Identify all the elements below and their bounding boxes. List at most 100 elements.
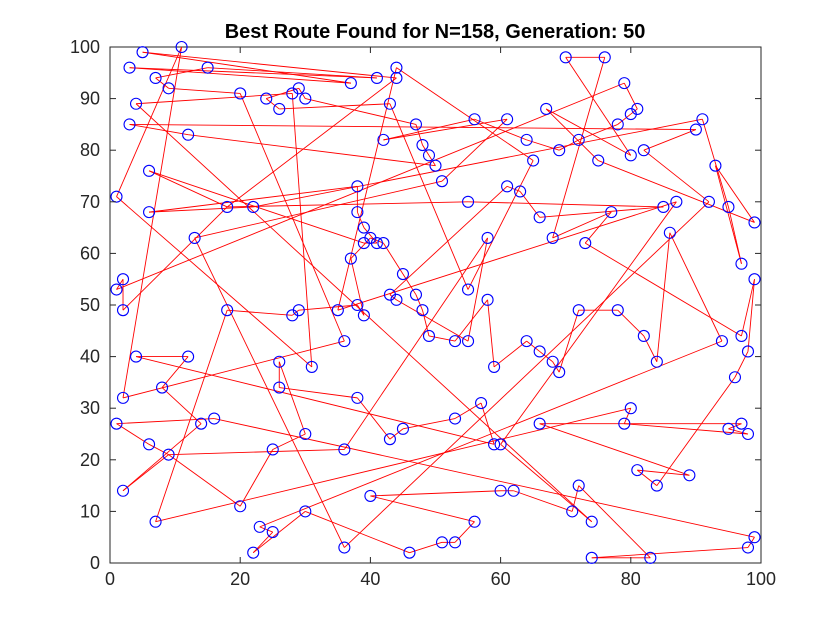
- route-segment: [643, 129, 697, 151]
- route-segment: [168, 87, 241, 94]
- route-segment: [356, 211, 365, 228]
- y-axis-tick-labels: 0 10 20 30 40 50 60 70 80 90 100: [70, 37, 100, 573]
- route-segment: [714, 165, 742, 264]
- city-point: [299, 427, 312, 441]
- city-point: [338, 541, 351, 554]
- city-point: [533, 345, 546, 358]
- city-point: [650, 355, 663, 368]
- city-point: [221, 200, 234, 214]
- city-point: [338, 443, 351, 456]
- x-tick-label: 20: [230, 569, 250, 589]
- x-tick-label: 0: [105, 569, 115, 589]
- route-segment: [155, 67, 208, 79]
- route-segment: [526, 340, 540, 352]
- route-segment: [116, 196, 313, 368]
- city-point: [435, 175, 449, 188]
- city-point: [221, 304, 234, 317]
- route-segment: [728, 428, 749, 435]
- city-point: [735, 329, 748, 343]
- route-segment: [558, 310, 580, 373]
- city-point: [702, 195, 715, 208]
- city-point: [598, 51, 611, 64]
- route-segment: [383, 242, 404, 275]
- route-segment: [298, 88, 306, 99]
- route-segment: [227, 309, 293, 316]
- y-tick-label: 20: [80, 450, 100, 470]
- city-point: [728, 371, 742, 384]
- route-segment: [402, 418, 456, 430]
- city-point: [162, 82, 175, 95]
- route-segment: [552, 361, 560, 373]
- route-segment: [370, 495, 475, 523]
- route-segment: [168, 449, 345, 456]
- route-segment: [637, 469, 690, 476]
- y-tick-label: 0: [90, 553, 100, 573]
- route-segment: [545, 108, 632, 156]
- y-tick-label: 30: [80, 398, 100, 418]
- city-point: [383, 433, 396, 446]
- route-segment: [305, 510, 410, 554]
- route-segment: [389, 428, 404, 440]
- city-point: [364, 489, 377, 502]
- city-point: [611, 118, 624, 131]
- city-point: [735, 257, 748, 270]
- city-point: [344, 252, 357, 265]
- route-segment: [135, 356, 495, 445]
- city-point: [383, 97, 396, 110]
- city-point: [572, 133, 585, 146]
- route-segment: [122, 340, 345, 399]
- route-segment: [637, 469, 658, 486]
- city-point: [715, 335, 728, 348]
- city-point: [305, 360, 318, 373]
- city-point: [377, 237, 390, 250]
- city-point: [741, 541, 755, 554]
- route-segment: [422, 144, 430, 156]
- city-point: [741, 345, 755, 358]
- route-segment: [428, 335, 456, 342]
- route-segment: [467, 160, 534, 290]
- city-point: [566, 505, 579, 518]
- x-axis-tick-labels: 0 20 40 60 80 100: [105, 569, 776, 589]
- y-tick-label: 80: [80, 140, 100, 160]
- route-segment: [227, 201, 469, 208]
- route-segment: [428, 155, 436, 166]
- city-point: [448, 335, 462, 348]
- route-segment: [643, 335, 658, 362]
- route-segment: [239, 449, 274, 507]
- route-segment: [747, 279, 755, 352]
- route-segment: [357, 397, 391, 440]
- city-point: [683, 469, 696, 482]
- city-point: [481, 231, 494, 244]
- city-point: [494, 438, 507, 451]
- city-point: [247, 200, 260, 214]
- city-point: [357, 221, 370, 234]
- city-point: [156, 381, 169, 394]
- route-segment: [168, 454, 241, 507]
- city-point: [468, 515, 481, 528]
- city-point: [637, 329, 650, 343]
- city-point: [266, 443, 279, 456]
- city-point: [416, 304, 429, 317]
- route-segment: [623, 408, 632, 424]
- city-point: [722, 422, 735, 435]
- city-point: [273, 102, 286, 115]
- x-tick-label: 40: [360, 569, 380, 589]
- city-point: [533, 417, 546, 430]
- city-point: [351, 206, 364, 219]
- route-segment: [474, 118, 527, 141]
- city-point: [208, 412, 221, 425]
- city-point: [116, 484, 130, 497]
- city-point: [488, 438, 501, 451]
- route-segment: [493, 340, 527, 368]
- city-point: [110, 417, 123, 430]
- city-point: [618, 417, 631, 430]
- city-point: [696, 113, 709, 126]
- route-segment: [415, 124, 423, 146]
- city-point: [559, 51, 572, 64]
- route-segment: [161, 356, 189, 388]
- city-point: [351, 391, 364, 404]
- route-segment: [116, 278, 124, 290]
- city-point: [650, 479, 663, 492]
- city-point: [533, 211, 546, 224]
